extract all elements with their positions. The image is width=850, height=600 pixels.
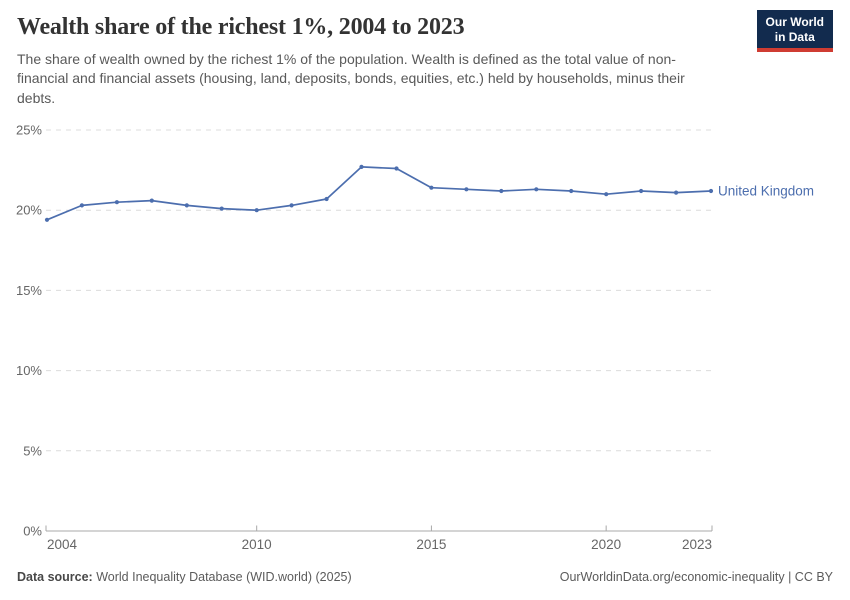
- page-title: Wealth share of the richest 1%, 2004 to …: [17, 14, 465, 40]
- owid-logo[interactable]: Our World in Data: [756, 10, 833, 52]
- y-axis-tick-label: 20%: [16, 203, 42, 218]
- chart-header: Wealth share of the richest 1%, 2004 to …: [17, 14, 757, 108]
- x-axis-tick-label: 2015: [416, 537, 446, 552]
- data-point-2004: [44, 217, 50, 222]
- x-axis-tick-label: 2010: [242, 537, 272, 552]
- y-axis-tick-label: 25%: [16, 123, 42, 138]
- data-point-2017: [499, 188, 504, 194]
- data-point-2022: [674, 190, 679, 195]
- data-point-2009: [219, 206, 224, 211]
- y-axis-tick-label: 5%: [23, 443, 42, 458]
- data-point-2011: [289, 203, 294, 208]
- y-axis-tick-label: 10%: [16, 363, 42, 378]
- owid-logo-line2: in Data: [774, 30, 815, 44]
- citation: OurWorldinData.org/economic-inequality |…: [560, 570, 833, 584]
- data-point-2007: [149, 198, 154, 203]
- data-source-text: World Inequality Database (WID.world) (2…: [96, 570, 352, 584]
- x-axis-tick-label: 2023: [682, 537, 712, 552]
- data-point-2008: [184, 203, 189, 208]
- citation-link[interactable]: OurWorldinData.org/economic-inequality: [559, 570, 785, 584]
- data-source: Data source: World Inequality Database (…: [17, 570, 352, 584]
- series-entity-label[interactable]: United Kingdom: [718, 183, 814, 198]
- page-subtitle: The share of wealth owned by the richest…: [17, 51, 685, 106]
- series-line: [46, 166, 712, 221]
- data-point-2020: [604, 192, 609, 197]
- data-point-2018: [534, 187, 539, 192]
- chart-footer: Data source: World Inequality Database (…: [17, 570, 833, 584]
- data-point-2005: [79, 203, 84, 208]
- x-axis-tick-label: 2004: [47, 537, 78, 552]
- y-axis-tick-label: 15%: [16, 283, 42, 298]
- data-point-2021: [639, 188, 644, 194]
- data-point-2015: [429, 185, 434, 190]
- data-point-2023: [708, 188, 714, 194]
- data-point-2010: [254, 208, 259, 213]
- license-label: | CC BY: [788, 570, 833, 584]
- data-point-2016: [464, 187, 469, 192]
- data-source-label: Data source:: [17, 570, 93, 584]
- data-point-2019: [569, 188, 574, 194]
- data-point-2014: [394, 166, 399, 171]
- owid-logo-line1: Our World: [765, 15, 824, 29]
- x-axis-tick-label: 2020: [591, 537, 621, 552]
- data-point-2006: [114, 200, 119, 205]
- y-axis-tick-label: 0%: [23, 524, 42, 539]
- data-point-2013: [359, 164, 364, 169]
- data-point-2012: [324, 196, 329, 202]
